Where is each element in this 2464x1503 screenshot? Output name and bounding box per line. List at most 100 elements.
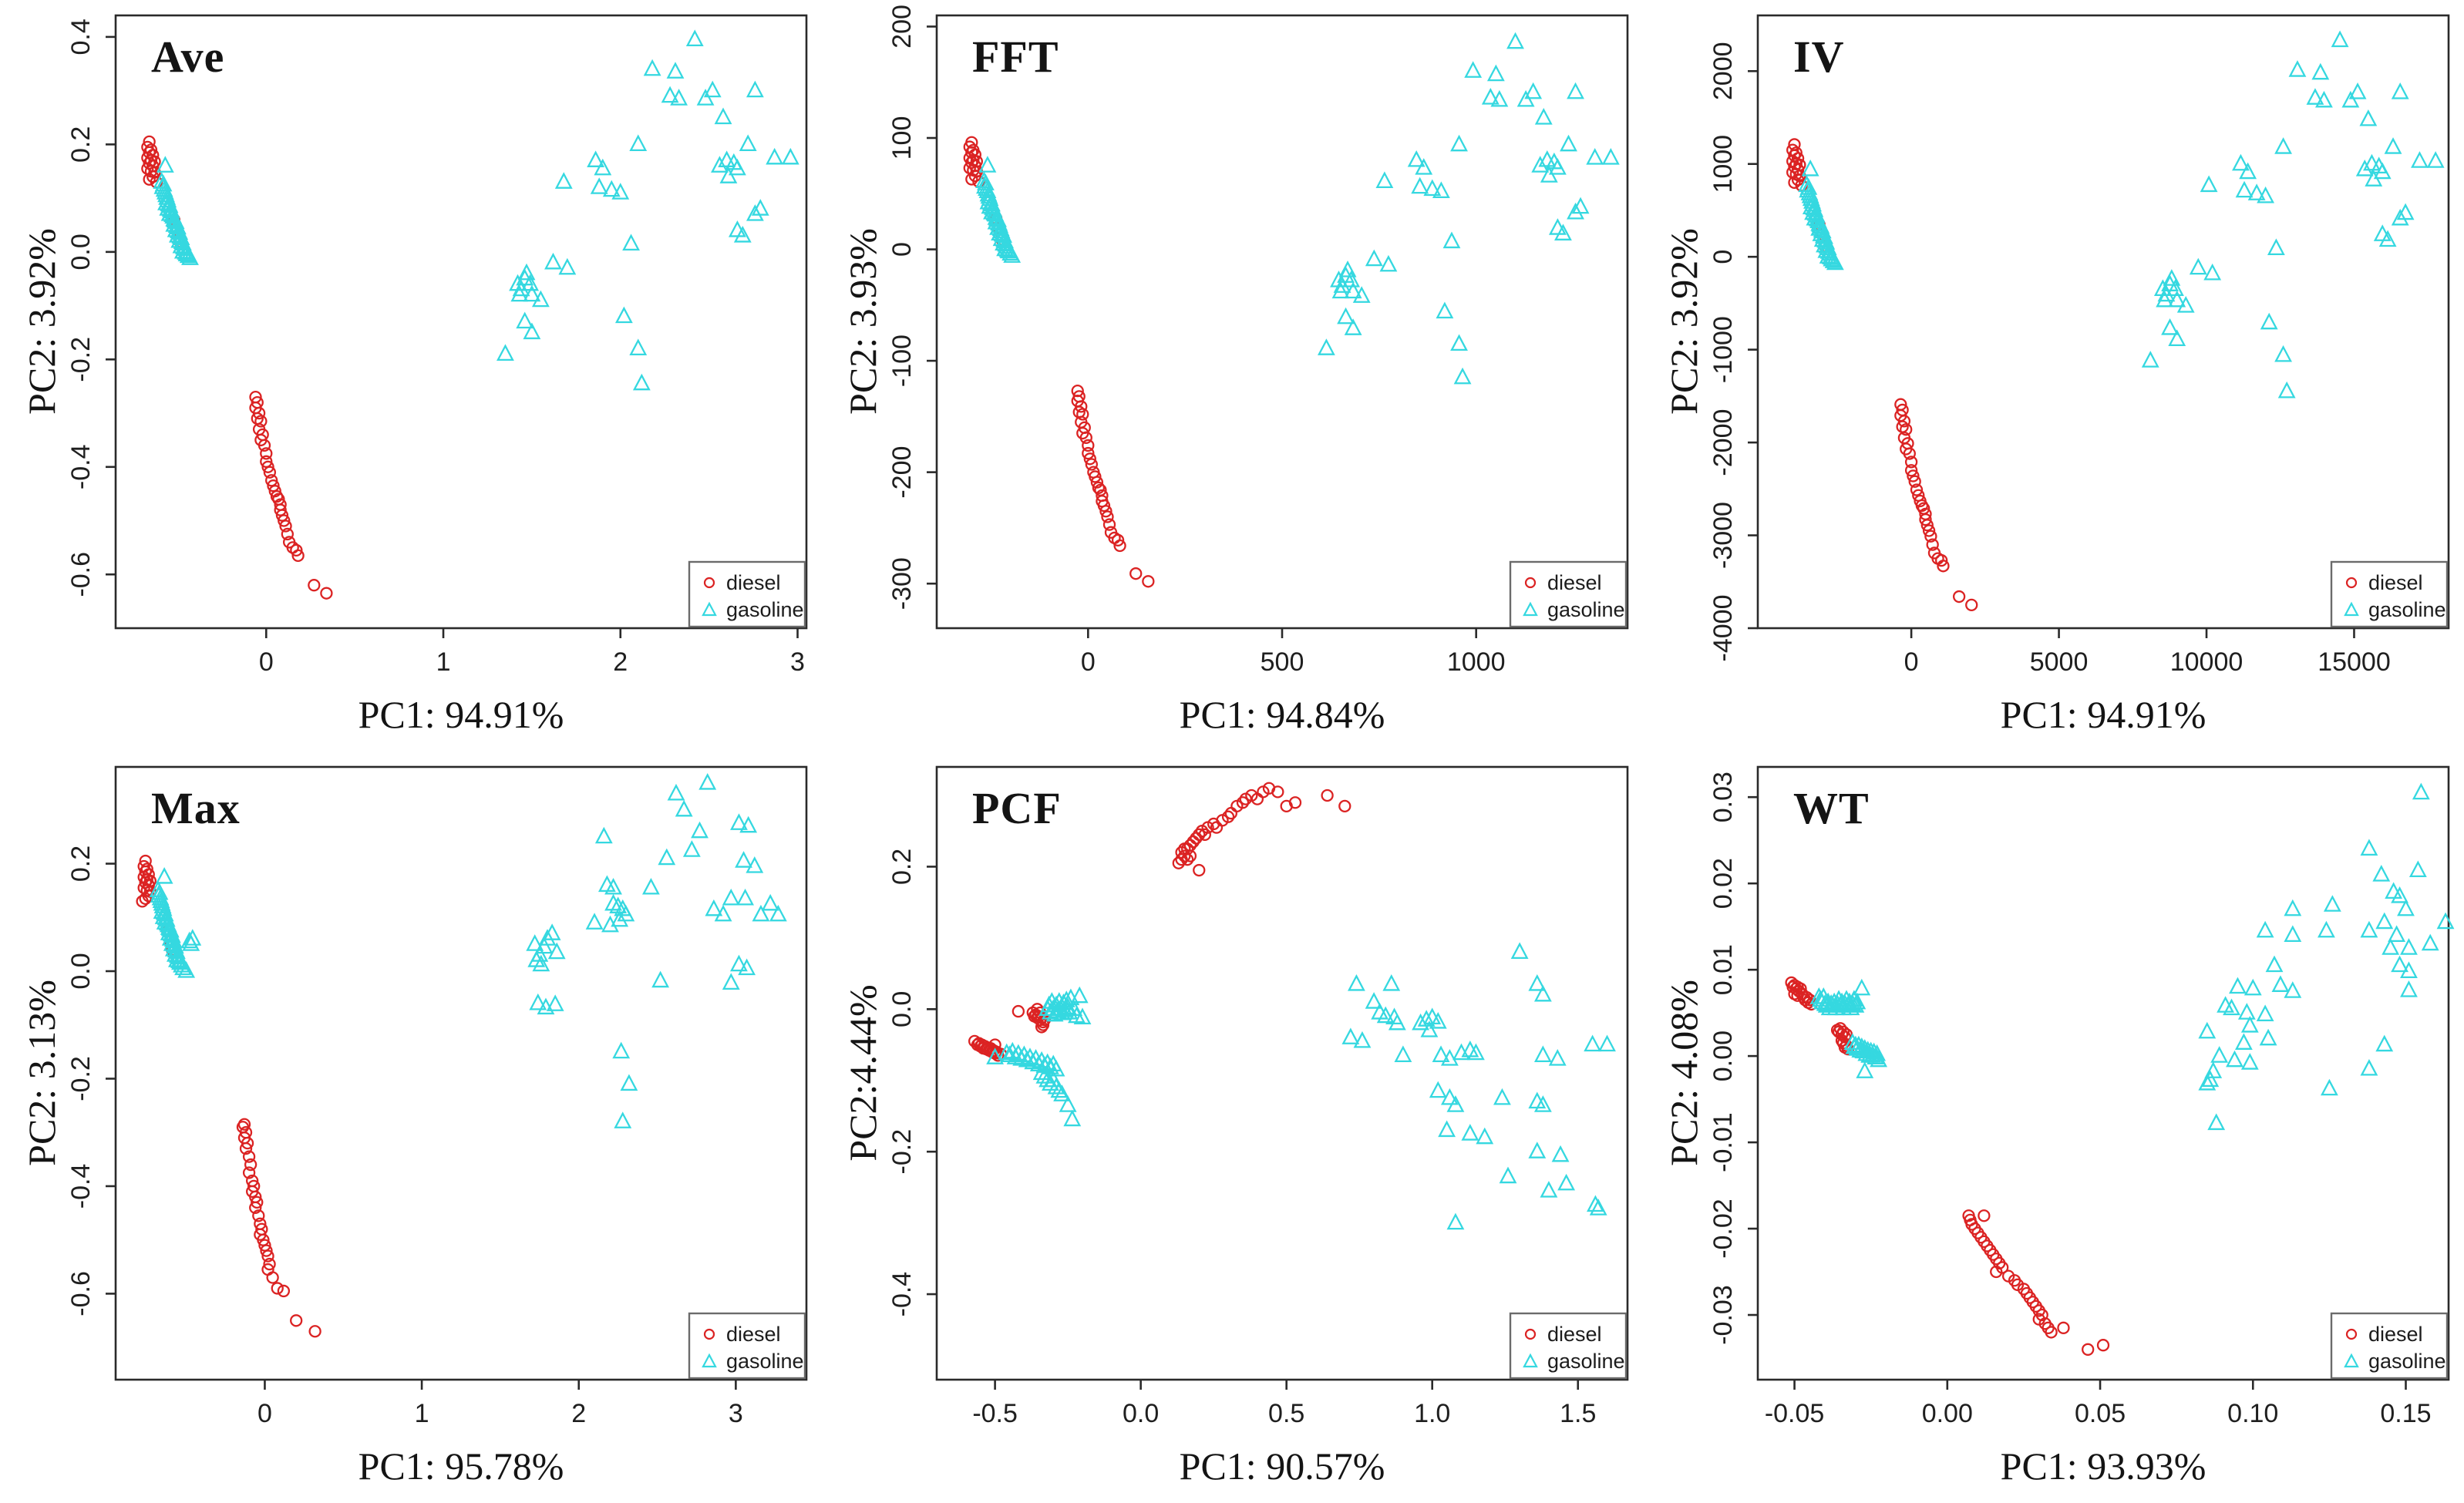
legend-gasoline-marker-icon <box>2344 1353 2359 1368</box>
data-point-gasoline <box>1533 1095 1552 1112</box>
data-point-gasoline <box>1545 152 1564 170</box>
data-point-diesel <box>143 173 156 186</box>
y-tick-label: 100 <box>887 116 917 160</box>
data-point-gasoline <box>1450 134 1468 152</box>
x-axis-ticks: -0.05 0.00 0.05 0.10 0.15 <box>1765 1380 2432 1428</box>
data-point-diesel <box>1012 1004 1025 1018</box>
y-axis-ticks: 200 100 0 -100 -200 -300 <box>887 5 937 610</box>
data-point-diesel <box>2045 1326 2058 1339</box>
data-point-gasoline <box>2237 1003 2256 1020</box>
y-tick-label: 0.2 <box>66 126 96 163</box>
x-tick-label: 0.05 <box>2075 1399 2126 1428</box>
data-point-gasoline <box>1587 1195 1604 1212</box>
data-point-gasoline <box>1365 249 1383 267</box>
y-tick-label: -3000 <box>1708 502 1738 569</box>
data-point-diesel <box>271 1282 284 1295</box>
legend-gasoline-marker-icon <box>1523 1353 1538 1368</box>
x-axis-ticks: 0 1 2 3 <box>259 628 805 677</box>
data-point-gasoline <box>2210 1046 2229 1063</box>
data-point-diesel <box>1198 828 1211 841</box>
data-point-gasoline <box>2355 159 2374 177</box>
data-point-gasoline <box>2360 1058 2378 1076</box>
data-point-gasoline <box>1571 197 1590 214</box>
data-point-gasoline <box>517 263 536 281</box>
data-point-gasoline <box>736 888 754 906</box>
y-axis-label: PC2: 3.13% <box>20 980 63 1166</box>
data-point-gasoline <box>2400 980 2418 997</box>
data-point-diesel <box>1236 796 1250 809</box>
data-point-diesel <box>242 1150 256 1163</box>
data-point-diesel <box>1965 598 1978 612</box>
data-point-gasoline <box>1333 276 1351 293</box>
data-point-diesel <box>143 156 156 170</box>
data-point-gasoline <box>998 1043 1016 1061</box>
data-point-gasoline <box>730 954 748 972</box>
data-point-diesel <box>1101 510 1114 523</box>
data-point-gasoline <box>2311 62 2330 80</box>
data-point-gasoline <box>2412 782 2430 800</box>
x-tick-label: 1.5 <box>1560 1399 1596 1428</box>
data-point-gasoline <box>2370 156 2388 173</box>
data-point-gasoline <box>1826 253 1844 271</box>
panel-ave: 0 1 2 3 0.4 0.2 0.0 -0.2 -0.4 -0.6 diesel gasoline … <box>0 0 821 752</box>
data-point-gasoline <box>1429 1011 1447 1029</box>
y-tick-label: -0.6 <box>66 1271 96 1316</box>
data-point-gasoline <box>670 89 688 106</box>
y-axis-ticks: 0.2 0.0 -0.2 -0.4 <box>887 849 937 1316</box>
data-point-gasoline <box>1073 1007 1092 1025</box>
data-point-gasoline <box>558 257 577 275</box>
data-point-gasoline <box>497 344 514 361</box>
legend-gasoline-marker-icon <box>702 1353 717 1368</box>
data-point-gasoline <box>978 156 997 173</box>
x-axis-label: PC1: 95.78% <box>358 1444 564 1488</box>
data-point-gasoline <box>1467 1043 1485 1061</box>
data-point-gasoline <box>1548 1049 1567 1066</box>
data-point-gasoline <box>1442 231 1461 249</box>
data-point-gasoline <box>2226 1050 2244 1068</box>
data-point-gasoline <box>751 199 769 216</box>
series-gasoline <box>153 29 799 391</box>
data-point-gasoline <box>1411 177 1429 194</box>
data-point-diesel <box>308 1325 321 1338</box>
data-point-diesel <box>279 519 292 533</box>
data-point-gasoline <box>177 961 196 978</box>
y-tick-label: -0.2 <box>66 1056 96 1101</box>
x-tick-label: 0 <box>259 647 274 677</box>
data-point-diesel <box>1221 810 1235 823</box>
data-point-gasoline <box>703 80 722 98</box>
plot-title: Ave <box>151 32 225 82</box>
data-point-gasoline <box>1486 64 1505 82</box>
data-point-gasoline <box>1047 1078 1065 1094</box>
data-point-gasoline <box>1534 108 1553 125</box>
data-point-diesel <box>1082 446 1095 460</box>
data-point-gasoline <box>2372 865 2391 882</box>
data-point-gasoline <box>675 799 693 817</box>
data-point-gasoline <box>2189 257 2207 275</box>
data-point-diesel <box>1907 469 1920 483</box>
data-point-gasoline <box>752 904 770 922</box>
x-tick-label: 5000 <box>2030 647 2089 677</box>
data-point-diesel <box>1978 1209 1991 1222</box>
y-tick-label: -0.03 <box>1708 1285 1738 1345</box>
data-point-diesel <box>261 1249 274 1263</box>
data-point-gasoline <box>1540 1181 1558 1198</box>
x-tick-label: 10000 <box>2170 647 2244 677</box>
data-point-gasoline <box>1584 1034 1602 1052</box>
data-point-diesel <box>290 1314 303 1327</box>
data-point-gasoline <box>2234 1033 2253 1050</box>
data-point-diesel <box>291 549 305 563</box>
data-point-diesel <box>1788 176 1801 189</box>
data-point-gasoline <box>614 1111 632 1128</box>
data-point-gasoline <box>546 994 564 1011</box>
data-point-gasoline <box>2341 90 2360 108</box>
data-point-gasoline <box>1347 973 1365 991</box>
data-point-diesel <box>1321 788 1334 802</box>
plot-title: IV <box>1793 32 1845 82</box>
plot-box <box>1756 765 2450 1381</box>
data-point-gasoline <box>1453 367 1472 385</box>
x-axis-ticks: -0.5 0.0 0.5 1.0 1.5 <box>972 1380 1596 1428</box>
data-point-gasoline <box>594 826 613 844</box>
data-point-diesel <box>260 455 273 468</box>
data-point-gasoline <box>1589 1199 1607 1216</box>
data-point-diesel <box>267 479 280 493</box>
